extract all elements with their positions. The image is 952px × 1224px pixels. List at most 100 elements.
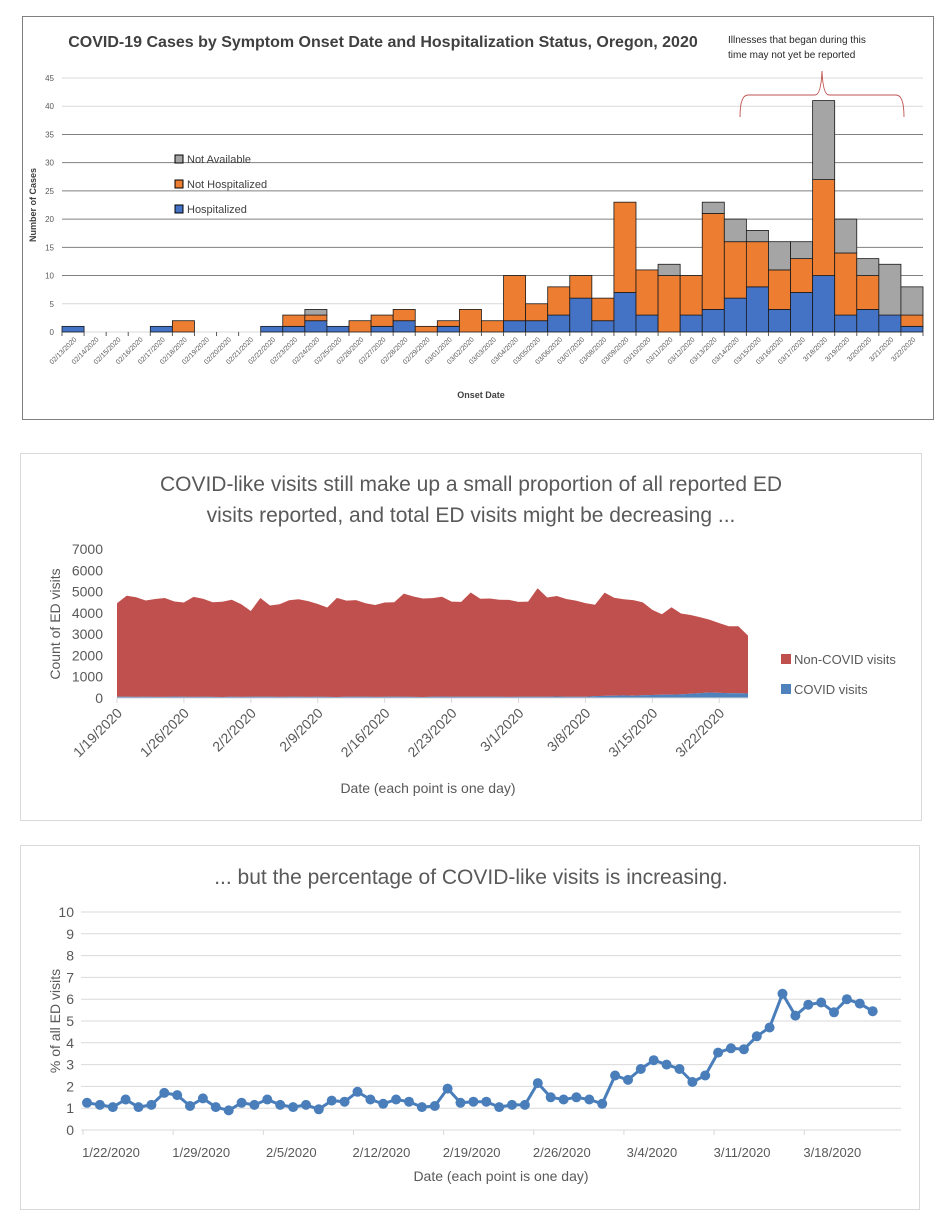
y-tick-label: 3000 (72, 626, 103, 642)
data-point (94, 1099, 105, 1110)
y-axis-title: % of all ED visits (47, 969, 63, 1073)
annotation-text-line1: Illnesses that began during this (728, 35, 866, 46)
data-point (661, 1059, 672, 1070)
data-point (197, 1093, 208, 1104)
bar-hospitalized (370, 325, 394, 333)
data-point (481, 1096, 492, 1107)
bar-not-hospitalized (547, 286, 571, 316)
x-tick-label: 3/11/2020 (714, 1145, 771, 1160)
legend-swatch-hospitalized (174, 204, 184, 214)
bar-hospitalized (282, 325, 306, 333)
data-point (494, 1102, 505, 1113)
y-tick-label: 10 (45, 272, 54, 281)
y-tick-label: 5 (66, 1013, 74, 1029)
bar-not-hospitalized (856, 275, 880, 310)
bar-not-hospitalized (348, 320, 372, 333)
bar-not-hospitalized (635, 269, 659, 316)
y-tick-label: 0 (50, 328, 55, 337)
bar-not-hospitalized (414, 325, 438, 333)
data-point (777, 988, 788, 999)
bar-hospitalized (392, 320, 416, 333)
data-point (610, 1070, 621, 1081)
bar-hospitalized (304, 320, 328, 333)
bar-not-hospitalized (392, 309, 416, 322)
bar-not-hospitalized (657, 275, 681, 333)
bar-not-hospitalized (768, 269, 791, 310)
data-point (519, 1099, 530, 1110)
covid-percent-line-chart-panel: ... but the percentage of COVID-like vis… (20, 845, 920, 1210)
area-covid-visits (117, 692, 748, 698)
bar-hospitalized (61, 325, 85, 333)
bar-not-hospitalized (900, 314, 924, 327)
chart-title-line2: visits reported, and total ED visits mig… (207, 504, 736, 527)
data-point (713, 1047, 724, 1058)
y-tick-label: 30 (45, 159, 54, 168)
bar-hospitalized (878, 314, 902, 333)
data-point (378, 1098, 389, 1109)
y-axis-title: Number of Cases (28, 168, 38, 242)
y-axis-title: Count of ED visits (47, 568, 63, 679)
data-point (275, 1099, 286, 1110)
bar-not-available (790, 241, 814, 260)
x-tick-label: 2/9/2020 (276, 705, 326, 755)
bar-not-available (768, 241, 791, 271)
bar-not-hospitalized (679, 275, 703, 316)
x-tick-label: 2/23/2020 (404, 705, 460, 761)
data-point (365, 1094, 376, 1105)
bar-not-available (701, 201, 725, 214)
bar-hospitalized (900, 325, 924, 333)
bar-hospitalized (834, 314, 858, 333)
bar-not-available (856, 258, 880, 276)
bar-hospitalized (436, 325, 460, 333)
bar-not-hospitalized (812, 179, 836, 276)
y-tick-label: 15 (45, 243, 54, 252)
data-point (558, 1094, 569, 1105)
data-point (532, 1078, 543, 1089)
data-point (674, 1064, 685, 1074)
covid-percent-line-chart: ... but the percentage of COVID-like vis… (47, 866, 901, 1184)
bar-not-hospitalized (525, 303, 549, 322)
bar-not-hospitalized (613, 201, 637, 293)
y-tick-label: 0 (66, 1122, 74, 1138)
x-axis-title: Onset Date (457, 390, 505, 400)
y-tick-label: 40 (45, 102, 54, 111)
data-point (790, 1010, 801, 1021)
data-point (223, 1105, 234, 1116)
y-tick-label: 45 (45, 74, 54, 83)
data-point (700, 1070, 711, 1081)
data-point (249, 1099, 260, 1110)
bar-hospitalized (723, 297, 747, 333)
bar-not-available (745, 229, 769, 243)
y-tick-label: 2000 (72, 647, 103, 663)
y-tick-label: 7 (66, 969, 74, 985)
chart-title: ... but the percentage of COVID-like vis… (214, 866, 728, 889)
x-tick-label: 3/22/2020 (890, 336, 917, 363)
data-point (726, 1043, 736, 1054)
x-axis-title: Date (each point is one day) (340, 780, 515, 796)
series-line (86, 992, 874, 1112)
data-point (301, 1099, 311, 1110)
bar-not-hospitalized (503, 275, 527, 322)
data-point (429, 1101, 440, 1111)
bar-hospitalized (260, 325, 284, 333)
data-point (623, 1074, 633, 1085)
bar-hospitalized (635, 314, 659, 333)
x-tick-label: 3/8/2020 (544, 705, 594, 755)
y-tick-label: 20 (45, 215, 54, 224)
y-tick-label: 35 (45, 130, 54, 139)
bar-hospitalized (591, 320, 615, 333)
y-tick-label: 2 (66, 1078, 74, 1094)
cases-by-onset-chart: COVID-19 Cases by Symptom Onset Date and… (28, 34, 924, 400)
data-point (159, 1087, 170, 1098)
data-point (210, 1102, 221, 1113)
legend-label-covid-visits: COVID visits (794, 682, 868, 697)
x-tick-label: 2/2/2020 (209, 705, 259, 755)
data-point (326, 1095, 337, 1106)
bar-hospitalized (679, 314, 703, 333)
bar-not-hospitalized (834, 252, 858, 316)
data-point (841, 994, 852, 1005)
data-point (146, 1099, 157, 1110)
data-point (764, 1022, 775, 1033)
legend-swatch-not-available (174, 154, 184, 164)
x-tick-label: 1/29/2020 (172, 1145, 230, 1160)
